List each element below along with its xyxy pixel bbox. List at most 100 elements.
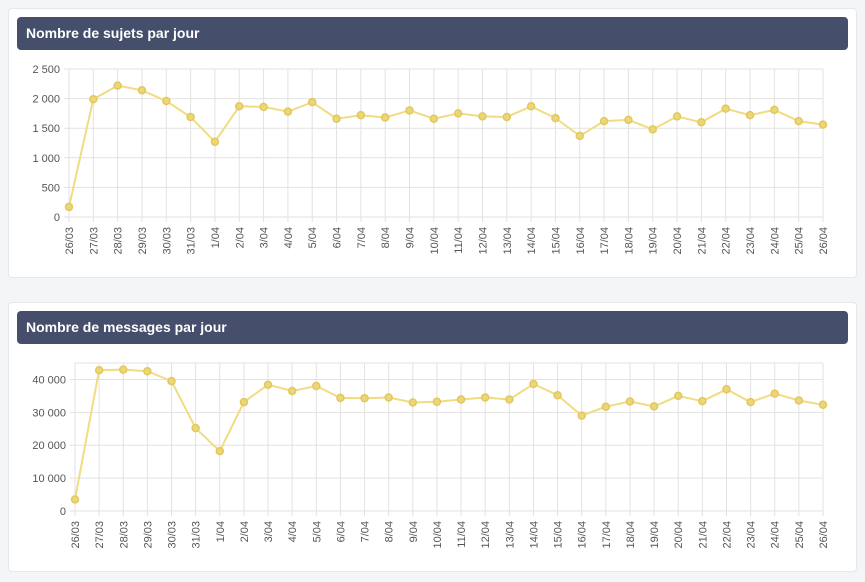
x-tick-label: 10/04: [429, 227, 441, 255]
data-point[interactable]: [649, 402, 659, 411]
x-tick-label: 4/04: [287, 521, 299, 542]
x-tick-label: 6/04: [332, 227, 344, 248]
series-line: [74, 368, 824, 500]
data-point[interactable]: [405, 106, 414, 115]
data-point[interactable]: [239, 397, 249, 407]
grid: [70, 362, 824, 516]
data-point[interactable]: [312, 381, 321, 391]
data-point[interactable]: [625, 397, 635, 406]
x-tick-label: 13/04: [504, 521, 516, 549]
data-point[interactable]: [283, 107, 293, 116]
data-point[interactable]: [673, 391, 683, 401]
data-point[interactable]: [478, 112, 487, 121]
x-tick-label: 11/04: [453, 227, 465, 254]
x-tick-label: 26/03: [70, 521, 82, 549]
x-tick-label: 21/04: [696, 227, 708, 255]
data-point[interactable]: [235, 102, 244, 111]
x-tick-label: 30/03: [161, 227, 173, 255]
panel-title: Nombre de messages par jour: [17, 311, 848, 344]
data-point[interactable]: [818, 400, 828, 410]
x-tick-label: 27/03: [88, 227, 100, 255]
x-tick-label: 14/04: [526, 227, 538, 255]
x-tick-label: 12/04: [480, 521, 492, 549]
data-point[interactable]: [263, 380, 273, 389]
x-tick-label: 31/03: [191, 521, 203, 549]
data-point[interactable]: [577, 411, 586, 420]
data-point[interactable]: [360, 393, 369, 403]
x-tick-label: 25/04: [794, 227, 806, 255]
data-point[interactable]: [191, 423, 200, 433]
data-point[interactable]: [722, 385, 731, 394]
data-point[interactable]: [332, 114, 341, 123]
data-point[interactable]: [698, 396, 707, 406]
data-point[interactable]: [186, 112, 195, 122]
x-tick-label: 7/04: [356, 227, 368, 248]
x-tick-label: 28/03: [113, 227, 125, 255]
data-point[interactable]: [384, 393, 393, 402]
y-tick-label: 500: [42, 182, 60, 194]
data-point[interactable]: [167, 376, 176, 386]
data-point[interactable]: [453, 109, 463, 118]
data-point[interactable]: [456, 395, 466, 404]
data-point[interactable]: [480, 393, 490, 402]
x-tick-label: 13/04: [502, 227, 514, 255]
x-tick-label: 20/04: [673, 521, 685, 549]
data-point[interactable]: [307, 97, 317, 107]
y-tick-label: 1 000: [32, 153, 60, 165]
data-point[interactable]: [259, 102, 268, 112]
y-tick-label: 1 500: [32, 123, 60, 135]
topics-per-day-panel: Nombre de sujets par jour 0 500 1 000 1 500…: [8, 8, 857, 278]
series-line: [68, 84, 824, 208]
data-point[interactable]: [770, 389, 779, 398]
data-point[interactable]: [210, 137, 220, 147]
data-point[interactable]: [70, 495, 80, 504]
x-tick-label: 11/04: [456, 521, 468, 548]
data-point[interactable]: [287, 386, 297, 396]
data-point[interactable]: [601, 402, 611, 411]
data-point[interactable]: [432, 397, 442, 407]
panel-title: Nombre de sujets par jour: [17, 17, 848, 50]
x-tick-label: 3/04: [263, 521, 275, 542]
data-point[interactable]: [624, 115, 633, 125]
y-tick-label: 20 000: [32, 440, 66, 452]
topics-per-day-chart: 0 500 1 000 1 500 2 000 2 500 26/03 27/03 28/03 2…: [32, 64, 830, 255]
data-point[interactable]: [64, 202, 74, 212]
data-point[interactable]: [794, 116, 803, 126]
data-point[interactable]: [526, 102, 536, 111]
data-point[interactable]: [356, 110, 366, 120]
data-point[interactable]: [770, 105, 779, 115]
data-point[interactable]: [137, 86, 147, 95]
y-tick-label: 10 000: [32, 473, 66, 485]
data-point[interactable]: [143, 366, 152, 376]
data-point[interactable]: [745, 110, 755, 120]
data-point[interactable]: [408, 398, 418, 407]
data-point[interactable]: [162, 96, 171, 106]
data-point[interactable]: [119, 365, 128, 374]
y-tick-label: 40 000: [32, 374, 66, 386]
data-point[interactable]: [672, 112, 682, 121]
x-tick-label: 16/04: [575, 227, 587, 255]
data-point[interactable]: [794, 396, 804, 405]
x-tick-label: 19/04: [649, 521, 661, 549]
data-point[interactable]: [113, 81, 122, 90]
data-point[interactable]: [529, 379, 538, 389]
data-point[interactable]: [429, 114, 439, 123]
data-point[interactable]: [505, 395, 514, 404]
data-point[interactable]: [336, 393, 345, 403]
data-point[interactable]: [648, 125, 657, 134]
data-point[interactable]: [746, 397, 755, 407]
x-tick-label: 18/04: [623, 227, 635, 255]
data-point[interactable]: [380, 113, 390, 122]
data-point[interactable]: [697, 118, 706, 127]
data-point[interactable]: [599, 116, 609, 126]
data-point[interactable]: [215, 446, 225, 456]
data-point[interactable]: [551, 113, 560, 123]
data-point[interactable]: [575, 131, 585, 141]
data-point[interactable]: [502, 112, 512, 122]
y-tick-label: 2 500: [32, 64, 60, 76]
data-point[interactable]: [94, 365, 104, 375]
data-point[interactable]: [89, 94, 98, 104]
data-point[interactable]: [553, 390, 562, 400]
data-point[interactable]: [721, 104, 730, 113]
data-point[interactable]: [818, 120, 828, 129]
